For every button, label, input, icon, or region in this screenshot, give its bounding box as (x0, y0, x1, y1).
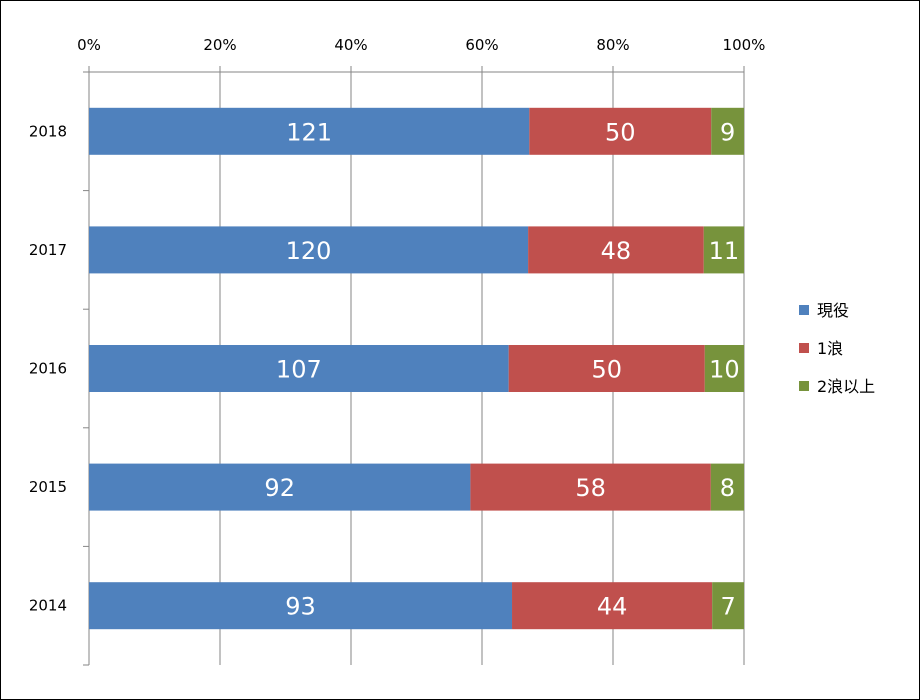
data-label: 92 (264, 474, 295, 502)
bar-2014-series-2 (712, 582, 744, 630)
bar-2015-series-1 (470, 463, 711, 511)
legend-label-2: 2浪以上 (817, 377, 875, 396)
data-label: 10 (709, 356, 740, 384)
y-tick-label: 2017 (29, 241, 67, 259)
data-label: 93 (285, 593, 316, 621)
bar-2016-series-2 (704, 345, 744, 392)
bar-2016-series-1 (508, 345, 705, 392)
bar-2014-series-0 (89, 582, 513, 630)
data-label: 44 (597, 593, 628, 621)
y-tick-label: 2014 (29, 597, 67, 615)
data-label: 120 (286, 237, 332, 265)
bar-2017-series-2 (703, 226, 744, 274)
x-tick-label: 0% (77, 36, 101, 54)
bar-2014-series-1 (512, 582, 713, 630)
data-label: 107 (276, 356, 322, 384)
bar-2016-series-0 (89, 345, 509, 392)
data-label: 121 (286, 118, 332, 146)
y-tick-label: 2015 (29, 478, 67, 496)
y-tick-label: 2016 (29, 360, 67, 378)
x-tick-label: 40% (334, 36, 367, 54)
x-tick-label: 60% (465, 36, 498, 54)
x-tick-label: 100% (723, 36, 766, 54)
data-label: 9 (720, 118, 735, 146)
bar-2015-series-2 (710, 463, 744, 511)
legend-swatch-0 (799, 305, 809, 315)
data-label: 50 (605, 118, 636, 146)
x-tick-label: 20% (203, 36, 236, 54)
legend-label-1: 1浪 (817, 339, 843, 358)
x-tick-label: 80% (596, 36, 629, 54)
data-label: 8 (720, 474, 735, 502)
bar-2018-series-0 (89, 107, 530, 155)
y-tick-label: 2018 (29, 122, 67, 140)
data-label: 48 (601, 237, 632, 265)
legend-swatch-2 (799, 381, 809, 391)
data-label: 11 (709, 237, 740, 265)
bar-2018-series-1 (529, 107, 712, 155)
legend-swatch-1 (799, 343, 809, 353)
data-label: 7 (720, 593, 735, 621)
bar-2018-series-2 (711, 107, 744, 155)
data-label: 50 (591, 356, 622, 384)
bar-2017-series-1 (528, 226, 704, 274)
bar-2015-series-0 (89, 463, 471, 511)
data-label: 58 (575, 474, 606, 502)
bar-2017-series-0 (89, 226, 529, 274)
legend-label-0: 現役 (817, 301, 849, 320)
